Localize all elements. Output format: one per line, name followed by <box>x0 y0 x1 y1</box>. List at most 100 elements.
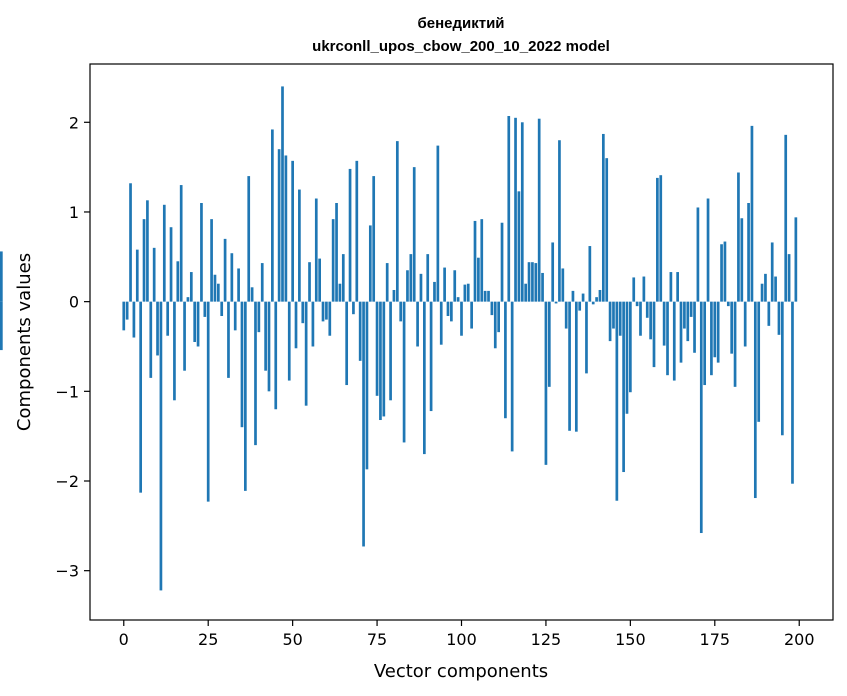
bar-97 <box>450 301 453 322</box>
bar-24 <box>203 301 207 317</box>
bar-92 <box>433 281 436 302</box>
bar-197 <box>787 254 791 302</box>
bar-49 <box>287 301 291 381</box>
bar-70 <box>358 301 362 361</box>
bar-26 <box>210 219 213 302</box>
bar-57 <box>314 198 318 302</box>
bar-153 <box>639 301 642 336</box>
bar-132 <box>568 301 571 431</box>
bar-196 <box>784 134 788 302</box>
bar-157 <box>652 301 656 368</box>
bar-21 <box>193 301 197 342</box>
bar-190 <box>764 273 767 302</box>
bar-124 <box>541 272 544 302</box>
bar-32 <box>230 253 234 302</box>
bar-undefined <box>0 251 3 302</box>
y-tick-label: 0 <box>69 293 79 312</box>
y-axis-label: Components values <box>14 253 35 431</box>
bar-127 <box>551 242 555 302</box>
bar-76 <box>379 301 382 421</box>
bar-143 <box>605 158 609 302</box>
bar-137 <box>585 301 588 374</box>
bar-194 <box>777 301 781 335</box>
bar-64 <box>338 283 342 302</box>
bar-48 <box>284 155 288 302</box>
bar-28 <box>216 283 220 302</box>
bar-96 <box>446 301 450 316</box>
bar-162 <box>669 272 673 302</box>
bar-36 <box>244 301 247 491</box>
x-tick-label: 25 <box>198 630 218 649</box>
bar-72 <box>365 301 369 470</box>
bar-198 <box>791 301 794 484</box>
bar-112 <box>500 222 504 302</box>
bar-164 <box>676 272 679 302</box>
bar-163 <box>672 301 676 381</box>
bar-69 <box>355 160 359 302</box>
bar-62 <box>331 219 335 302</box>
bar-173 <box>706 198 710 302</box>
bar-39 <box>254 301 257 446</box>
bar-35 <box>240 301 244 428</box>
bar-61 <box>328 301 332 336</box>
bar-193 <box>774 276 777 302</box>
bar-7 <box>146 200 149 302</box>
bar-38 <box>250 287 254 302</box>
bar-106 <box>480 219 484 302</box>
bar-199 <box>794 217 798 302</box>
bar-95 <box>443 267 446 302</box>
bar-91 <box>429 301 433 412</box>
bar-22 <box>196 301 200 347</box>
bar-104 <box>473 220 477 302</box>
bar-54 <box>304 301 308 406</box>
bar-102 <box>466 283 470 302</box>
bar-23 <box>200 203 203 302</box>
bar-171 <box>699 301 703 534</box>
bar-59 <box>321 301 325 322</box>
bar-4 <box>135 249 139 302</box>
bar-175 <box>713 301 717 358</box>
bar-134 <box>574 301 578 432</box>
bar-63 <box>335 203 338 302</box>
bar-184 <box>743 301 747 347</box>
bar-129 <box>558 140 561 302</box>
bar-27 <box>213 274 217 302</box>
bar-47 <box>281 86 284 302</box>
bar-105 <box>477 257 480 302</box>
bar-51 <box>294 301 298 349</box>
bar-103 <box>470 301 473 329</box>
bar-167 <box>686 301 690 342</box>
bar-122 <box>534 263 538 302</box>
bar-138 <box>588 246 592 302</box>
bar-179 <box>726 301 730 307</box>
bar-68 <box>352 301 355 315</box>
bar-142 <box>601 133 605 302</box>
bar-118 <box>520 122 524 302</box>
bar-165 <box>679 301 683 363</box>
bar-66 <box>345 301 349 386</box>
bar-55 <box>308 262 311 302</box>
y-axis: −3 −2 −1 0 1 2 <box>55 113 90 581</box>
bar-undefined <box>0 301 3 351</box>
bar-192 <box>770 242 774 302</box>
bar-9 <box>152 247 156 302</box>
bar-83 <box>402 301 406 443</box>
bar-181 <box>733 301 737 387</box>
bar-145 <box>612 301 615 329</box>
bar-161 <box>666 301 669 376</box>
bar-187 <box>753 301 757 499</box>
bar-150 <box>629 301 632 393</box>
bar-10 <box>156 301 159 356</box>
bar-45 <box>274 301 278 410</box>
bar-123 <box>537 118 541 302</box>
bar-11 <box>159 301 163 591</box>
bar-168 <box>689 301 693 317</box>
y-tick-label: −2 <box>55 472 79 491</box>
bar-99 <box>456 297 460 302</box>
bar-65 <box>341 254 345 302</box>
bar-111 <box>497 301 500 333</box>
chart-title: бенедиктий <box>417 15 504 32</box>
x-tick-label: 125 <box>531 630 562 649</box>
bar-75 <box>375 301 379 396</box>
bar-13 <box>166 301 170 336</box>
